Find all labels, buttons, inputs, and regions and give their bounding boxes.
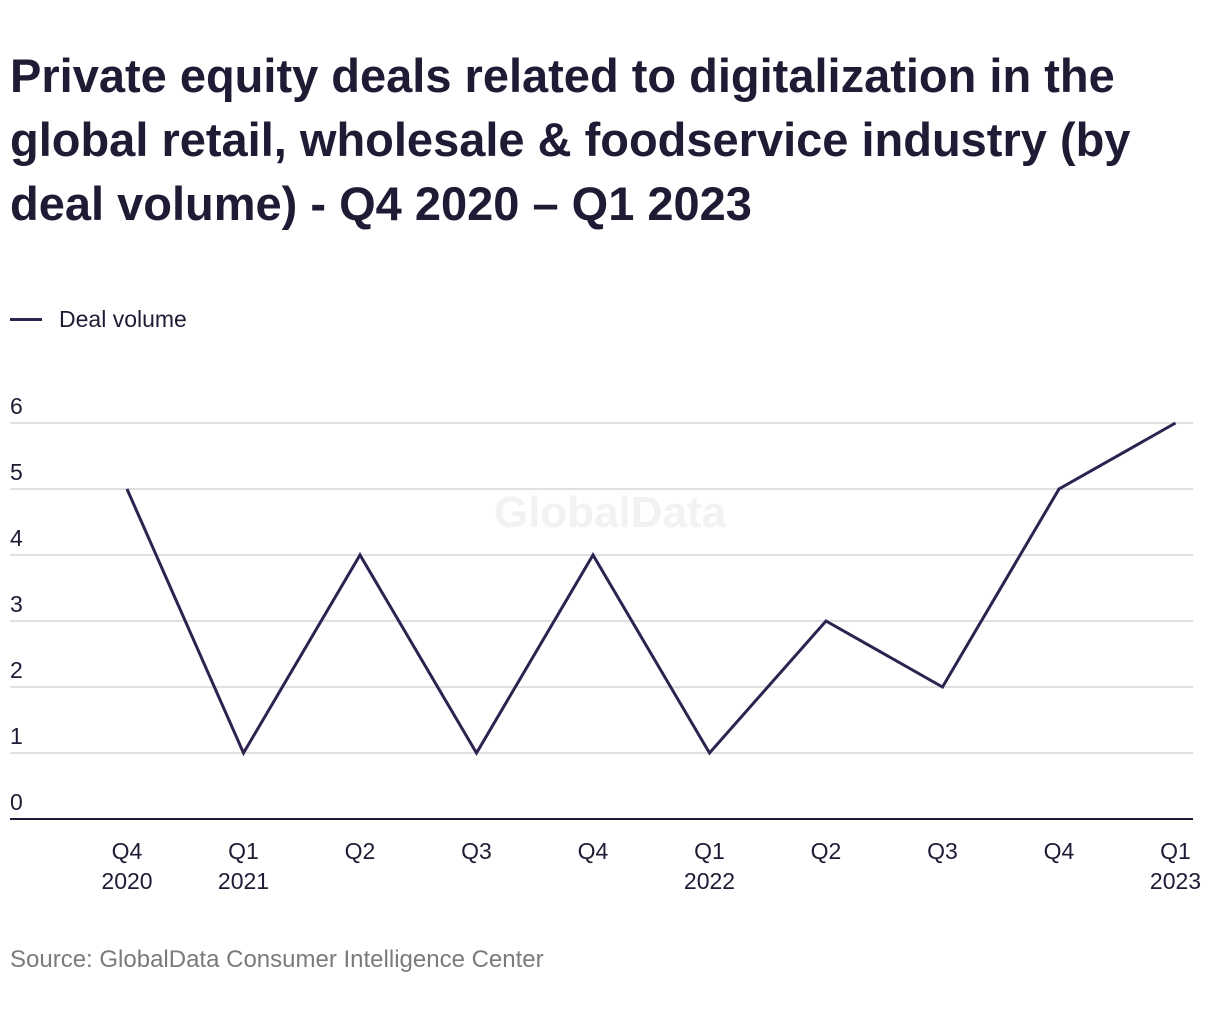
data-point-2 [357, 552, 363, 558]
legend-line-swatch [10, 318, 42, 321]
y-tick-label-5: 5 [10, 459, 23, 485]
data-point-4 [590, 552, 596, 558]
y-tick-label-4: 4 [10, 525, 23, 551]
data-point-9 [1173, 420, 1179, 426]
chart-title: Private equity deals related to digitali… [10, 49, 1131, 230]
y-tick-label-2: 2 [10, 657, 23, 683]
source-note: Source: GlobalData Consumer Intelligence… [10, 946, 544, 973]
data-point-0 [124, 486, 130, 492]
y-tick-label-3: 3 [10, 591, 23, 617]
data-point-5 [707, 750, 713, 756]
watermark-logo: GlobalData [494, 488, 727, 537]
data-point-3 [474, 750, 480, 756]
x-tick-label-6: Q2 [811, 838, 842, 864]
data-point-8 [1056, 486, 1062, 492]
x-tick-label-4: Q4 [578, 838, 609, 864]
x-axis-ticks: Q4 2020 Q1 2021 Q2 Q3 Q4 Q1 2022 Q2 Q3 Q4 Q1 2023 [101, 838, 1201, 894]
gridlines [10, 422, 1193, 754]
y-tick-label-6: 6 [10, 393, 23, 419]
x-tick-label-5: Q1 2022 [684, 838, 735, 894]
x-tick-label-0: Q4 2020 [101, 838, 152, 894]
legend-label-deal-volume: Deal volume [59, 306, 187, 332]
x-tick-label-1: Q1 2021 [218, 838, 269, 894]
series-line-deal-volume [125, 421, 1177, 757]
y-tick-label-0: 0 [10, 789, 23, 815]
legend: Deal volume [10, 306, 187, 333]
data-points [124, 420, 1179, 756]
x-tick-label-7: Q3 [927, 838, 958, 864]
data-point-6 [823, 618, 829, 624]
y-axis-ticks: 0 1 2 3 4 5 6 [10, 393, 23, 815]
x-tick-label-2: Q2 [345, 838, 376, 864]
x-tick-label-9: Q1 2023 [1150, 838, 1201, 894]
x-tick-label-3: Q3 [461, 838, 492, 864]
y-tick-label-1: 1 [10, 723, 23, 749]
data-point-7 [940, 684, 946, 690]
x-tick-label-8: Q4 [1044, 838, 1075, 864]
data-point-1 [241, 750, 247, 756]
